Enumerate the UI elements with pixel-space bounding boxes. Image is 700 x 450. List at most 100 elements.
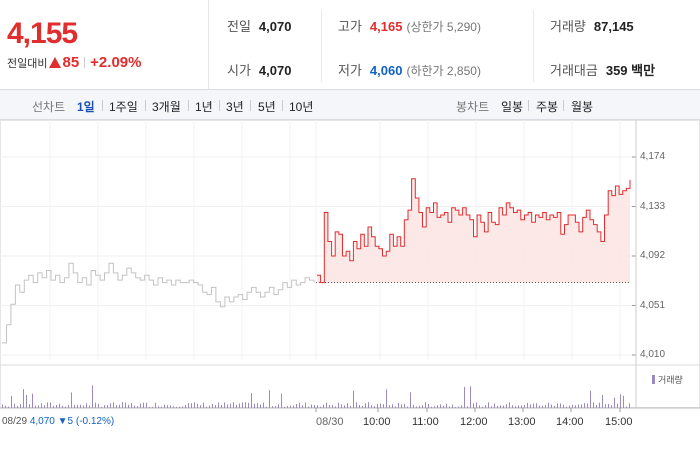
volume-bar [170,405,171,408]
volume-bar [362,405,363,408]
volume-bar [404,403,405,408]
volume-bar [338,402,339,408]
volume-bar [623,395,624,408]
volume-bar [581,404,582,408]
prev-close: 전일 4,070 [227,16,291,35]
volume-bar [47,402,48,408]
volume-bar [230,403,231,408]
volume-bar [257,403,258,408]
low-price: 저가 4,060 (하한가 2,850) [338,60,481,79]
volume-bar [596,405,597,408]
volume-bar [563,404,564,408]
volume-bar [281,393,282,408]
volume-bar [248,402,249,408]
low-value: 4,060 [369,63,403,78]
volume-bar [314,405,315,408]
volume-bar [179,406,180,408]
y-tick-label: 4,010 [640,349,666,360]
prev-close-value: 4,070 [258,19,292,34]
divider [282,100,283,111]
volume-bar [122,402,123,408]
tab-5y[interactable]: 5년 [258,100,276,114]
tab-3y[interactable]: 3년 [226,100,244,114]
volume-bar [161,406,162,408]
change-amount: 85 [62,54,80,71]
volume-bar [17,405,18,408]
volume-bar [470,386,471,408]
volume-bar [341,404,342,408]
divider [533,10,534,82]
volume-bar [602,395,603,408]
volume-bar [590,390,591,408]
x-tick-label: 14:00 [556,416,584,428]
volume: 거래량 87,145 [550,16,634,35]
tab-1w[interactable]: 1주일 [109,100,138,114]
volume-bar [398,402,399,408]
chart-tab-bar: 선차트 1일 1주일 3개월 1년 3년 5년 10년 봉차트 일봉 주봉 월봉 [0,90,700,120]
volume-bar [401,404,402,408]
y-tick-label: 4,174 [640,151,666,162]
volume-bar [506,404,507,408]
volume-bar [383,404,384,408]
volume-bar [476,402,477,408]
volume-bar [92,385,93,408]
volume-bar [53,405,54,408]
volume-bar [266,406,267,408]
tab-3m[interactable]: 3개월 [152,100,181,114]
volume-bar [611,405,612,408]
volume-bar [242,402,243,408]
volume-bar [482,406,483,408]
tab-10y[interactable]: 10년 [289,100,314,114]
x-tick-label: 13:00 [508,416,536,428]
volume-bar [353,390,354,408]
tab-weekly[interactable]: 주봉 [536,100,559,114]
volume-bar [95,402,96,408]
volume-bar [2,404,3,408]
volume-bar [140,403,141,408]
volume-bar [176,407,177,408]
volume-bar [614,397,615,408]
volume-bar [50,402,51,408]
volume-bar [191,403,192,408]
volume-bar [287,406,288,408]
volume-bar [416,406,417,408]
open-label: 시가 [227,63,251,78]
volume-bar [542,405,543,408]
volume-bar [149,406,150,408]
volume-bar [68,404,69,408]
tab-1d[interactable]: 1일 [77,100,95,114]
prev-close-label: 전일 [227,19,251,34]
price-box: 4,155 전일대비 85 +2.09% [0,0,209,90]
volume-bar [269,390,270,408]
volume-bar [275,406,276,408]
x-tick-label: 08/30 [316,416,344,428]
prev-day-rate: (-0.12%) [75,416,115,427]
tab-1y[interactable]: 1년 [195,100,213,114]
y-tick-label: 4,092 [640,250,666,261]
volume-bar [308,406,309,408]
volume-bar [20,404,21,408]
volume-bar [158,406,159,408]
tab-daily[interactable]: 일봉 [501,100,524,114]
change-label: 전일대비 [7,58,48,70]
divider [188,100,189,111]
low-label: 저가 [338,63,362,78]
volume-bar [59,403,60,408]
volume-bar [116,405,117,408]
divider [528,100,529,111]
tab-monthly[interactable]: 월봉 [571,100,594,114]
volume-bar [491,406,492,408]
volume-bar [74,404,75,408]
volume-bar [551,404,552,408]
volume-bar [629,403,630,408]
volume-bar [380,403,381,408]
volume-bar [263,402,264,408]
volume-bar [26,394,27,408]
volume-bar [218,402,219,408]
volume-bar [488,402,489,408]
price-chart: 4,174 4,133 4,092 4,051 4,010 08/29 4,07… [0,120,700,450]
volume-bar [101,406,102,408]
volume-bar [359,404,360,408]
volume-bar [569,405,570,408]
volume-bar [377,403,378,408]
